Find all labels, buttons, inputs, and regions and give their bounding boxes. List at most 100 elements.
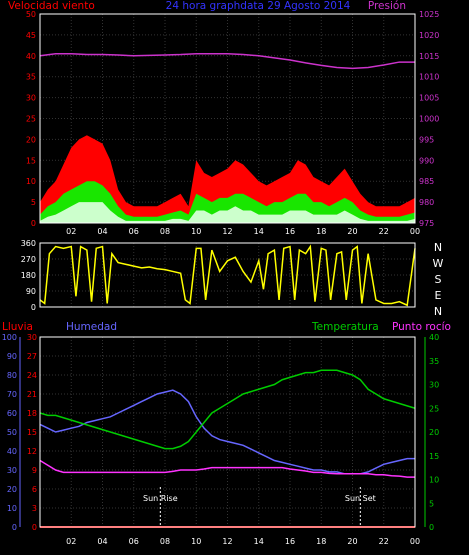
pressure-axis-title: Presión bbox=[368, 0, 406, 12]
humidity-tick-label: 30 bbox=[7, 466, 17, 475]
direction-degree-label: 0 bbox=[31, 303, 36, 312]
time-tick-label: 18 bbox=[316, 227, 326, 236]
rain-tick-label: 18 bbox=[27, 409, 37, 418]
pressure-tick-label: 1000 bbox=[419, 115, 439, 124]
humidity-tick-label: 0 bbox=[12, 523, 17, 532]
temperature-tick-label: 25 bbox=[429, 404, 439, 413]
wind-speed-ticks: 0 5 10 15 20 25 30 35 40 45 50 bbox=[26, 10, 36, 228]
humidity-tick-label: 100 bbox=[2, 333, 17, 342]
time-tick-label: 18 bbox=[316, 537, 326, 546]
wind-speed-axis-title: Velocidad viento bbox=[8, 0, 95, 12]
climate-panel: Sun Rise Sun Set 0 3 6 9 12 15 18 21 24 27 30 0 10 20… bbox=[2, 333, 439, 546]
temperature-tick-label: 20 bbox=[429, 428, 439, 437]
wind-time-ticks: 02 04 06 08 10 12 14 16 18 20 22 00 bbox=[66, 227, 420, 236]
time-tick-label: 16 bbox=[285, 537, 295, 546]
pressure-tick-label: 975 bbox=[419, 219, 434, 228]
rain-tick-label: 9 bbox=[32, 466, 37, 475]
wind-speed-tick-label: 30 bbox=[26, 94, 36, 103]
wind-speed-tick-label: 15 bbox=[26, 156, 36, 165]
rain-tick-label: 3 bbox=[32, 504, 37, 513]
wind-speed-tick-label: 35 bbox=[26, 73, 36, 82]
wind-average-area bbox=[40, 181, 415, 223]
rain-tick-label: 30 bbox=[27, 333, 37, 342]
humidity-tick-label: 90 bbox=[7, 352, 17, 361]
time-tick-label: 14 bbox=[254, 227, 264, 236]
temperature-tick-label: 35 bbox=[429, 357, 439, 366]
rain-ticks: 0 3 6 9 12 15 18 21 24 27 30 bbox=[27, 333, 37, 532]
temperature-line bbox=[39, 369, 416, 450]
dewpoint-curve bbox=[39, 459, 415, 478]
time-tick-label: 02 bbox=[66, 227, 76, 236]
temperature-axis-title: Temperatura bbox=[311, 321, 379, 333]
time-tick-label: 12 bbox=[222, 537, 232, 546]
pressure-line bbox=[39, 52, 415, 70]
time-tick-label: 12 bbox=[222, 227, 232, 236]
wind-low-fill bbox=[40, 202, 415, 223]
temperature-tick-label: 15 bbox=[429, 452, 439, 461]
wind-average-fill bbox=[40, 181, 415, 223]
wind-speed-tick-label: 20 bbox=[26, 135, 36, 144]
humidity-tick-label: 10 bbox=[7, 504, 17, 513]
sun-annotations: Sun Rise Sun Set bbox=[143, 487, 376, 527]
time-tick-label: 04 bbox=[97, 227, 107, 236]
wind-low-area bbox=[40, 202, 415, 223]
rain-tick-label: 0 bbox=[32, 523, 37, 532]
time-tick-label: 14 bbox=[254, 537, 264, 546]
time-tick-label: 02 bbox=[66, 537, 76, 546]
compass-label: S bbox=[435, 273, 442, 286]
compass-label: N bbox=[434, 305, 442, 318]
pressure-tick-label: 990 bbox=[419, 156, 434, 165]
rain-tick-label: 27 bbox=[27, 352, 37, 361]
rain-tick-label: 15 bbox=[27, 428, 37, 437]
sun-event-label: Sun Rise bbox=[143, 494, 178, 503]
wind-speed-tick-label: 45 bbox=[26, 31, 36, 40]
dewpoint-axis-title: Punto rocío bbox=[392, 321, 451, 333]
rain-tick-label: 12 bbox=[27, 447, 37, 456]
pressure-tick-label: 995 bbox=[419, 135, 434, 144]
wind-gust-fill bbox=[40, 135, 415, 223]
temperature-ticks: 0 5 10 15 20 25 30 35 40 bbox=[424, 333, 439, 532]
humidity-tick-label: 70 bbox=[7, 390, 17, 399]
wind-speed-tick-label: 25 bbox=[26, 115, 36, 124]
temperature-tick-label: 5 bbox=[429, 499, 434, 508]
direction-degree-ticks: 0 90 180 270 360 bbox=[21, 239, 36, 312]
temperature-curve bbox=[39, 369, 416, 450]
climate-panel-frame bbox=[39, 336, 416, 528]
chart-title: 24 hora graphdata 29 Agosto 2014 bbox=[166, 0, 351, 12]
sun-event-label: Sun Set bbox=[345, 494, 376, 503]
humidity-axis-title: Humedad bbox=[66, 321, 117, 333]
time-tick-label: 00 bbox=[410, 537, 420, 546]
humidity-tick-label: 50 bbox=[7, 428, 17, 437]
time-tick-label: 08 bbox=[160, 537, 170, 546]
compass-label: W bbox=[433, 257, 444, 270]
wind-panel-frame bbox=[39, 13, 416, 224]
direction-degree-label: 270 bbox=[21, 255, 36, 264]
rain-tick-label: 6 bbox=[32, 485, 37, 494]
wind-speed-tick-label: 50 bbox=[26, 10, 36, 19]
humidity-ticks: 0 10 20 30 40 50 60 70 80 90 100 bbox=[2, 333, 21, 532]
direction-line bbox=[39, 244, 416, 307]
time-tick-label: 10 bbox=[191, 537, 201, 546]
rain-tick-label: 24 bbox=[27, 371, 37, 380]
pressure-tick-label: 1020 bbox=[419, 31, 439, 40]
direction-panel-frame bbox=[39, 242, 416, 308]
humidity-tick-label: 60 bbox=[7, 409, 17, 418]
direction-degree-label: 90 bbox=[26, 287, 36, 296]
time-tick-label: 06 bbox=[129, 537, 139, 546]
time-tick-label: 10 bbox=[191, 227, 201, 236]
direction-degree-label: 360 bbox=[21, 239, 36, 248]
temperature-tick-label: 0 bbox=[429, 523, 434, 532]
rain-axis-title: Lluvia bbox=[2, 321, 33, 333]
pressure-tick-label: 1025 bbox=[419, 10, 439, 19]
time-tick-label: 04 bbox=[97, 537, 107, 546]
wind-direction-trace bbox=[39, 244, 416, 307]
humidity-tick-label: 40 bbox=[7, 447, 17, 456]
pressure-tick-label: 1015 bbox=[419, 52, 439, 61]
temperature-tick-label: 40 bbox=[429, 333, 439, 342]
time-tick-label: 08 bbox=[160, 227, 170, 236]
wind-speed-tick-label: 10 bbox=[26, 177, 36, 186]
wind-gust-area bbox=[40, 135, 415, 223]
